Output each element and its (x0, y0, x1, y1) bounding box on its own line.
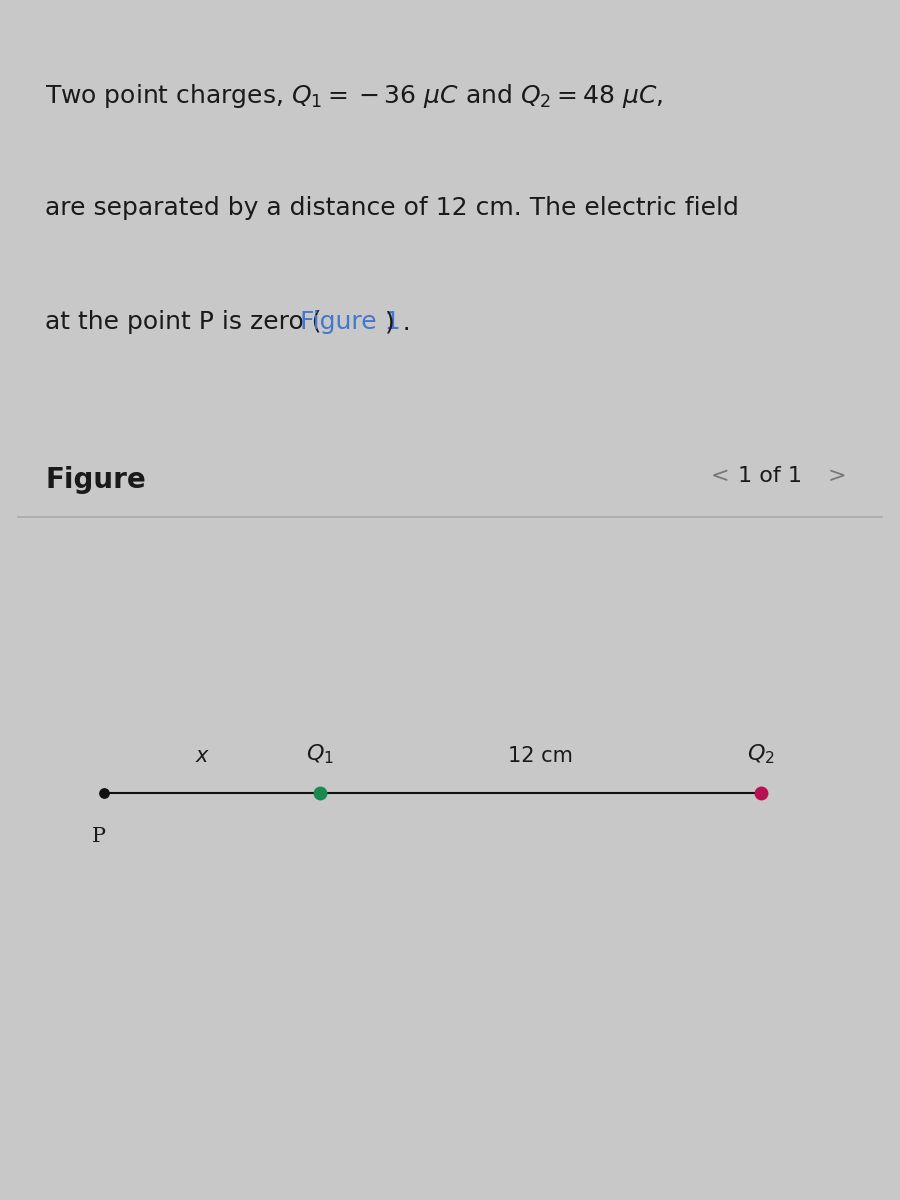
Point (312, 784, 327, 803)
Text: at the point P is zero (: at the point P is zero ( (45, 310, 321, 334)
Point (753, 784, 768, 803)
Text: are separated by a distance of 12 cm. The electric field: are separated by a distance of 12 cm. Th… (45, 196, 739, 220)
Text: >: > (828, 466, 847, 486)
Text: <: < (711, 466, 730, 486)
Text: Figure 1: Figure 1 (300, 310, 400, 334)
Text: $Q_2$: $Q_2$ (747, 743, 774, 766)
Text: Figure: Figure (45, 466, 146, 494)
Text: Two point charges, $Q_1 = -36\ \mu C$ and $Q_2 = 48\ \mu C$,: Two point charges, $Q_1 = -36\ \mu C$ an… (45, 82, 663, 110)
Text: 1 of 1: 1 of 1 (738, 466, 802, 486)
Text: P: P (92, 827, 106, 846)
Point (96, 784, 111, 803)
Text: ) .: ) . (385, 310, 410, 334)
Text: $x$: $x$ (195, 748, 210, 766)
Text: $Q_1$: $Q_1$ (306, 743, 333, 766)
Text: 12 cm: 12 cm (508, 746, 572, 766)
